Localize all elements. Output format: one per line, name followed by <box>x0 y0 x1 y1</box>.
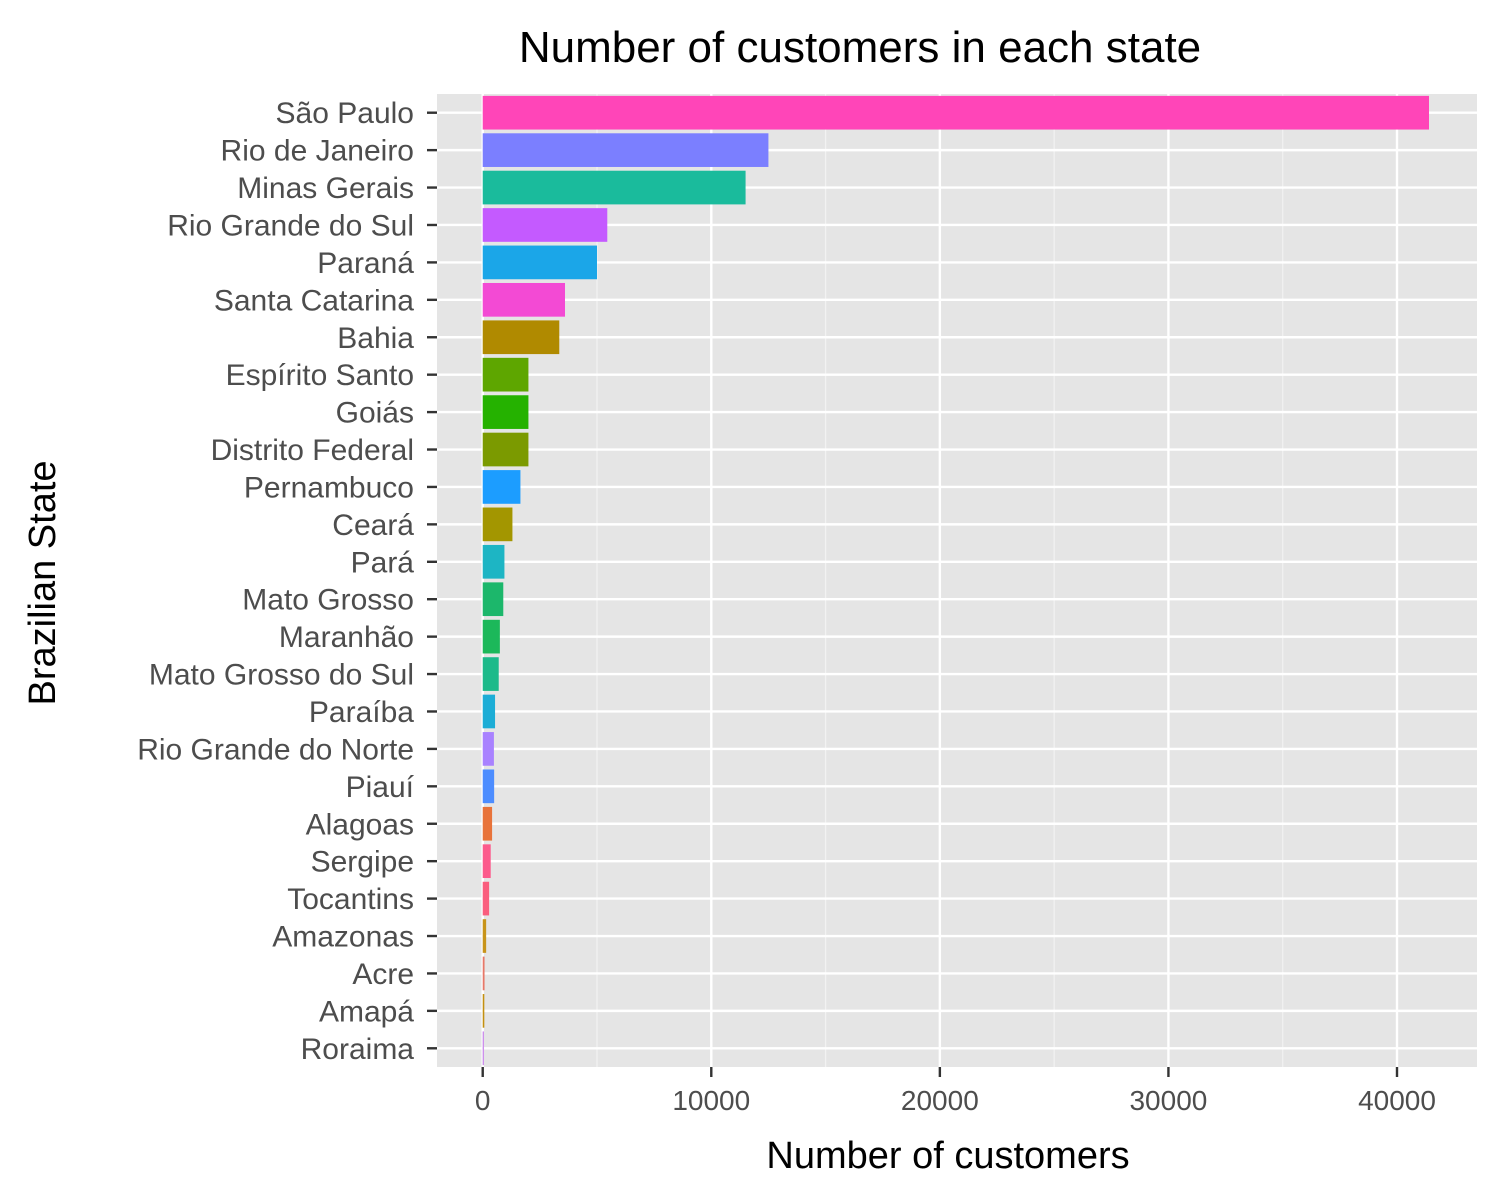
y-tick-label: Acre <box>352 958 414 991</box>
bar <box>482 806 493 841</box>
y-tick-label: Maranhão <box>279 621 414 654</box>
bar <box>482 432 529 467</box>
x-tick-label: 40000 <box>1358 1085 1436 1116</box>
plot-panel <box>437 94 1477 1067</box>
y-tick-label: Ceará <box>332 509 414 542</box>
bar <box>482 732 494 766</box>
bar <box>482 95 1429 130</box>
bar <box>482 208 608 242</box>
y-tick-label: Paraná <box>317 247 414 280</box>
y-tick-label: Amapá <box>319 995 414 1028</box>
y-tick-label: Sergipe <box>311 846 414 879</box>
x-tick-label: 20000 <box>901 1085 979 1116</box>
bar <box>482 395 529 429</box>
bar <box>482 694 496 729</box>
y-tick-label: Distrito Federal <box>211 434 414 467</box>
y-tick-label: Pernambuco <box>244 471 414 504</box>
bar <box>482 994 485 1028</box>
y-tick-label: Tocantins <box>287 883 414 916</box>
bar <box>482 619 500 654</box>
bar <box>482 881 490 916</box>
bar <box>482 320 560 355</box>
y-tick-label: Santa Catarina <box>214 284 414 317</box>
bar <box>482 357 529 392</box>
bar <box>482 507 513 542</box>
y-tick-label: Roraima <box>301 1033 415 1066</box>
y-tick-label: Minas Gerais <box>237 172 414 205</box>
x-axis: 0 10000 20000 30000 40000 <box>475 1067 1436 1116</box>
bar <box>482 282 565 317</box>
y-tick-label: Espírito Santo <box>226 359 414 392</box>
y-tick-label: São Paulo <box>276 97 414 130</box>
bar <box>482 470 521 504</box>
bar <box>482 582 504 617</box>
y-tick-label: Paraíba <box>309 696 414 729</box>
y-tick-label: Mato Grosso do Sul <box>149 659 414 692</box>
bar <box>482 245 597 280</box>
x-tick-label: 10000 <box>672 1085 750 1116</box>
x-tick-label: 30000 <box>1129 1085 1207 1116</box>
bar <box>482 657 499 691</box>
bar <box>482 133 769 167</box>
y-tick-label: Rio Grande do Norte <box>137 733 414 766</box>
y-tick-label: Goiás <box>336 397 414 430</box>
bar <box>482 170 746 205</box>
y-tick-label: Alagoas <box>306 808 414 841</box>
y-tick-label: Rio Grande do Sul <box>167 209 414 242</box>
y-axis-title: Brazilian State <box>22 460 64 705</box>
x-tick-label: 0 <box>475 1085 491 1116</box>
y-tick-label: Amazonas <box>272 921 414 954</box>
bar <box>482 956 485 991</box>
y-tick-label: Rio de Janeiro <box>221 135 414 168</box>
bar <box>482 844 491 879</box>
bar <box>482 769 495 804</box>
x-axis-title: Number of customers <box>766 1135 1129 1177</box>
y-tick-label: Mato Grosso <box>242 584 414 617</box>
chart-title: Number of customers in each state <box>519 23 1201 72</box>
y-tick-label: Bahia <box>337 322 414 355</box>
bar <box>482 919 487 953</box>
y-axis: São Paulo Rio de Janeiro Minas Gerais Rio G… <box>137 97 437 1066</box>
y-tick-label: Piauí <box>346 771 415 804</box>
bars <box>482 95 1429 1066</box>
y-tick-label: Pará <box>351 546 415 579</box>
bar <box>482 544 505 579</box>
bar <box>482 1031 484 1066</box>
